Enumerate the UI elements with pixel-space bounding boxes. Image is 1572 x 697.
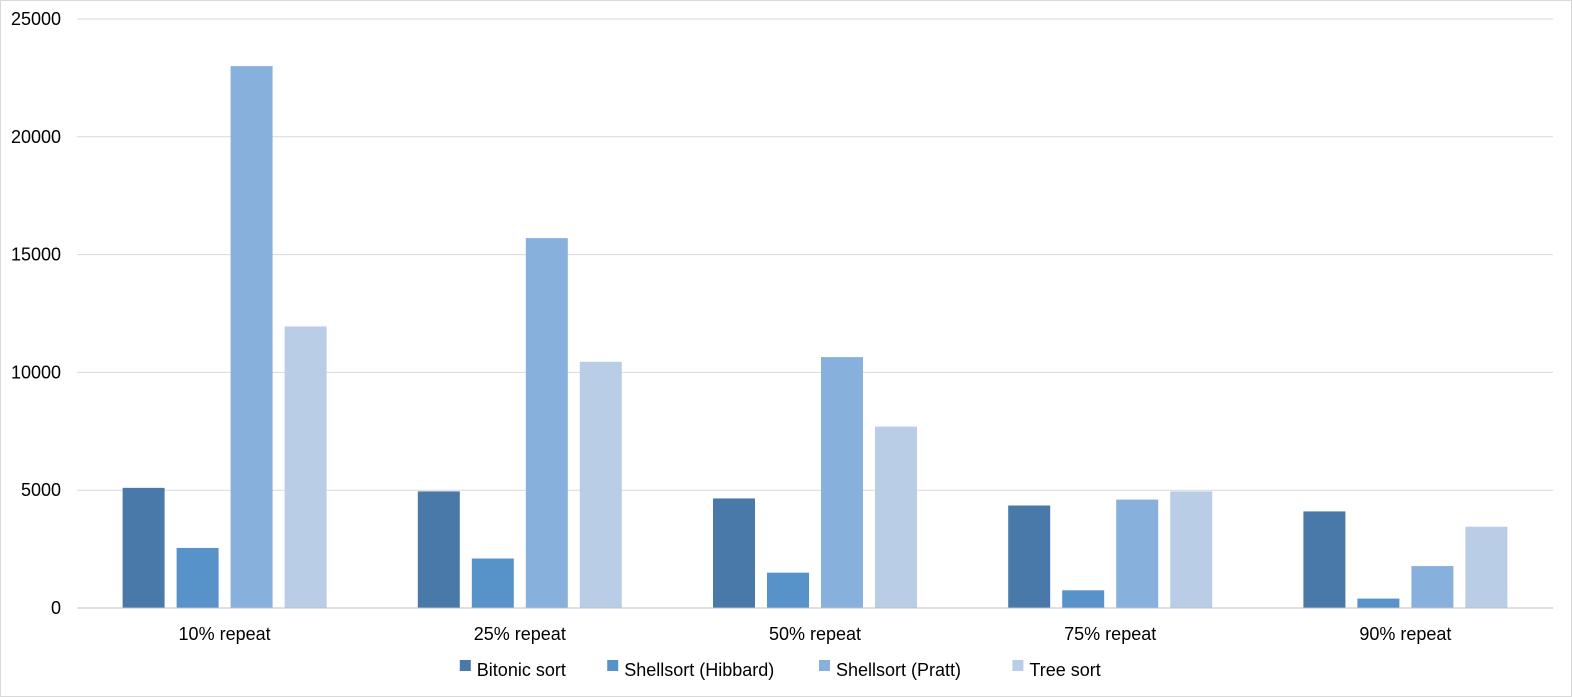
legend-swatch bbox=[459, 660, 471, 671]
x-category-label: 50% repeat bbox=[769, 624, 861, 644]
legend-label: Shellsort (Hibbard) bbox=[624, 660, 774, 680]
bar bbox=[1303, 511, 1346, 608]
bar bbox=[821, 357, 863, 608]
x-category-label: 90% repeat bbox=[1359, 624, 1451, 644]
bar bbox=[284, 326, 327, 608]
legend-item: Tree sort bbox=[1012, 660, 1101, 680]
bar bbox=[1465, 526, 1508, 608]
bar bbox=[176, 547, 219, 608]
legend-item: Shellsort (Pratt) bbox=[819, 660, 961, 680]
y-tick-label: 0 bbox=[51, 598, 61, 618]
y-tick-label: 15000 bbox=[11, 245, 61, 265]
x-category-label: 25% repeat bbox=[474, 624, 566, 644]
y-tick-label: 20000 bbox=[11, 127, 61, 147]
bar bbox=[875, 426, 917, 608]
bar bbox=[1116, 499, 1159, 608]
bars bbox=[122, 66, 1508, 609]
bar bbox=[471, 558, 514, 608]
legend-label: Tree sort bbox=[1029, 660, 1100, 680]
bar bbox=[1008, 505, 1051, 608]
legend-swatch bbox=[607, 660, 619, 671]
legend: Bitonic sort Shellsort (Hibbard) Shellsort… bbox=[459, 660, 1101, 680]
bar bbox=[1411, 566, 1454, 608]
y-tick-label: 25000 bbox=[11, 9, 61, 29]
legend-item: Shellsort (Hibbard) bbox=[607, 660, 774, 680]
bar bbox=[1062, 590, 1105, 608]
bar bbox=[1357, 598, 1400, 608]
legend-swatch bbox=[819, 660, 830, 671]
x-axis-categories: 10% repeat 25% repeat 50% repeat 75% repeat… bbox=[179, 624, 1452, 644]
y-axis-ticks: 0 5000 10000 15000 20000 25000 bbox=[11, 9, 61, 618]
bar bbox=[417, 491, 460, 608]
x-category-label: 10% repeat bbox=[179, 624, 271, 644]
legend-swatch bbox=[1012, 660, 1024, 671]
bar bbox=[579, 361, 622, 608]
bar bbox=[1170, 491, 1213, 608]
legend-item: Bitonic sort bbox=[459, 660, 566, 680]
bar bbox=[767, 572, 809, 608]
legend-label: Shellsort (Pratt) bbox=[836, 660, 961, 680]
bar bbox=[122, 487, 165, 608]
x-category-label: 75% repeat bbox=[1064, 624, 1156, 644]
bar bbox=[525, 238, 568, 608]
y-tick-label: 10000 bbox=[11, 362, 61, 382]
y-tick-label: 5000 bbox=[21, 480, 61, 500]
bar bbox=[713, 498, 755, 608]
legend-label: Bitonic sort bbox=[477, 660, 566, 680]
bar bbox=[230, 66, 273, 609]
